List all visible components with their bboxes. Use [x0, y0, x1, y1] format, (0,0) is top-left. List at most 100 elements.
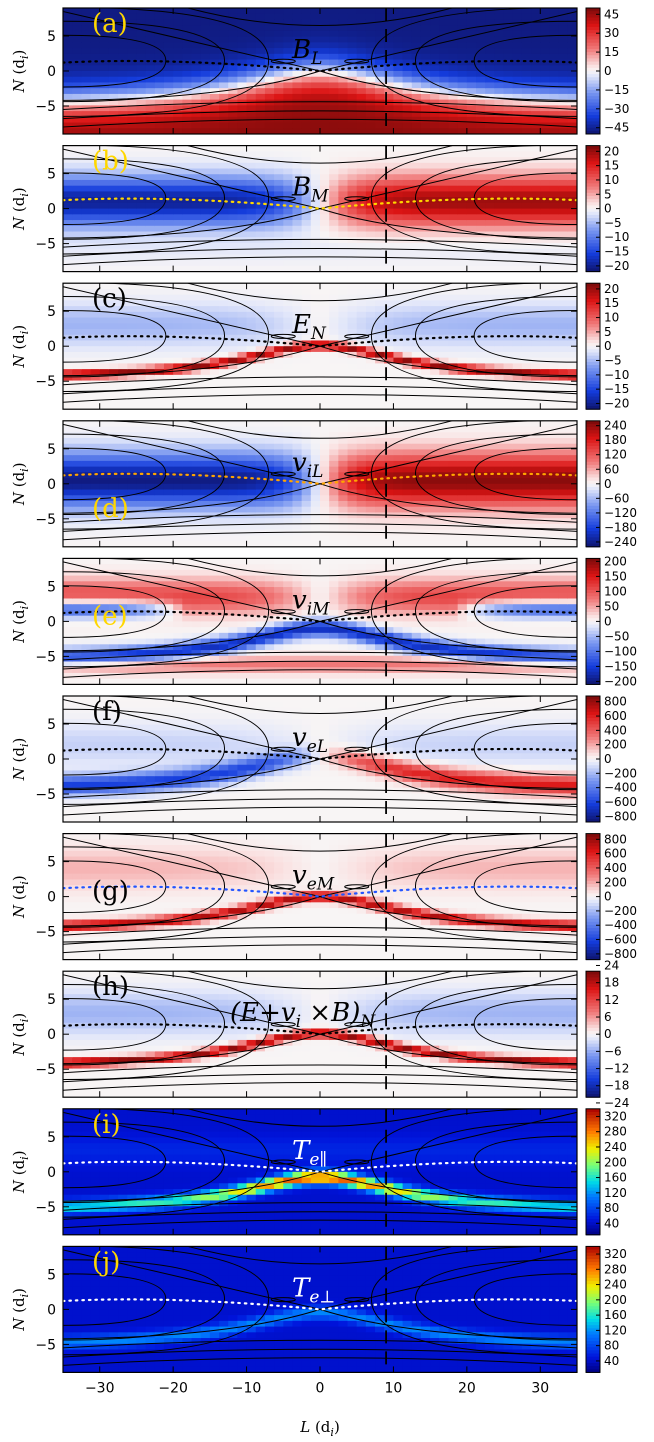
- heatmap-cell: [246, 437, 257, 445]
- heatmap-cell: [173, 71, 183, 78]
- heatmap-cell: [365, 541, 376, 547]
- heatmap-cell: [356, 237, 367, 244]
- heatmap-cell: [512, 386, 523, 393]
- heatmap-cell: [393, 460, 404, 468]
- heatmap-cell: [255, 197, 266, 204]
- heatmap-cell: [457, 455, 468, 462]
- heatmap-cell: [310, 145, 321, 152]
- heatmap-cell: [310, 93, 321, 101]
- heatmap-cell: [99, 265, 110, 272]
- colorbar-tick-label: 10: [604, 173, 619, 187]
- heatmap-cell: [237, 179, 248, 187]
- heatmap-cell: [108, 483, 119, 491]
- heatmap-cell: [292, 237, 303, 244]
- heatmap-cell: [338, 288, 349, 296]
- heatmap-cell: [237, 346, 248, 353]
- heatmap-cell: [163, 529, 174, 536]
- heatmap-cell: [81, 294, 92, 301]
- heatmap-cell: [108, 82, 119, 89]
- heatmap-cell: [118, 374, 128, 382]
- heatmap-cell: [567, 231, 577, 238]
- heatmap-cell: [72, 191, 82, 198]
- heatmap-cell: [393, 300, 404, 307]
- heatmap-cell: [466, 466, 477, 473]
- heatmap-cell: [365, 340, 376, 347]
- heatmap-cell: [329, 237, 339, 244]
- heatmap-cell: [420, 179, 431, 187]
- colorbar-segment: [586, 295, 600, 300]
- heatmap-cell: [163, 128, 174, 134]
- heatmap-cell: [200, 71, 211, 78]
- heatmap-cell: [127, 254, 138, 261]
- heatmap-cell: [466, 42, 477, 49]
- heatmap-cell: [485, 157, 495, 164]
- heatmap-cell: [63, 386, 73, 393]
- heatmap-cell: [108, 374, 119, 382]
- heatmap-cell: [237, 541, 248, 547]
- heatmap-cell: [283, 237, 294, 244]
- heatmap-cell: [118, 128, 128, 134]
- heatmap-cell: [136, 311, 147, 319]
- heatmap-cell: [255, 19, 266, 26]
- heatmap-cell: [365, 30, 376, 38]
- heatmap-cell: [292, 449, 303, 456]
- heatmap-cell: [521, 99, 532, 106]
- heatmap-cell: [292, 523, 303, 531]
- heatmap-cell: [246, 460, 257, 468]
- heatmap-cell: [439, 122, 450, 129]
- heatmap-cell: [384, 42, 395, 49]
- heatmap-cell: [558, 374, 569, 382]
- heatmap-cell: [430, 99, 440, 106]
- heatmap-cell: [127, 59, 138, 66]
- heatmap-cell: [237, 214, 248, 221]
- heatmap-cell: [237, 71, 248, 78]
- heatmap-cell: [191, 53, 202, 61]
- heatmap-cell: [90, 374, 101, 382]
- heatmap-cell: [145, 260, 156, 267]
- heatmap-cell: [136, 426, 147, 433]
- heatmap-cell: [136, 191, 147, 198]
- heatmap-cell: [338, 99, 349, 106]
- heatmap-cell: [512, 214, 523, 221]
- heatmap-cell: [466, 65, 477, 72]
- heatmap-cell: [531, 99, 541, 106]
- heatmap-cell: [255, 323, 266, 330]
- heatmap-cell: [365, 231, 376, 238]
- heatmap-cell: [63, 25, 73, 32]
- heatmap-cell: [356, 145, 367, 152]
- heatmap-cell: [173, 248, 183, 256]
- heatmap-cell: [219, 231, 229, 238]
- heatmap-cell: [430, 19, 440, 26]
- heatmap-cell: [118, 334, 128, 342]
- heatmap-cell: [182, 495, 193, 502]
- heatmap-cell: [118, 466, 128, 473]
- heatmap-cell: [163, 449, 174, 456]
- heatmap-cell: [521, 283, 532, 290]
- heatmap-cell: [329, 122, 339, 129]
- heatmap-cell: [72, 8, 82, 15]
- heatmap-cell: [246, 59, 257, 66]
- heatmap-cell: [375, 363, 385, 370]
- heatmap-cell: [549, 179, 560, 187]
- heatmap-cell: [90, 179, 101, 187]
- heatmap-cell: [567, 346, 577, 353]
- heatmap-cell: [255, 185, 266, 193]
- heatmap-cell: [72, 386, 82, 393]
- island-field-line: [370, 8, 577, 117]
- heatmap-cell: [521, 105, 532, 112]
- heatmap-cell: [264, 466, 275, 473]
- heatmap-cell: [356, 93, 367, 101]
- heatmap-cell: [292, 466, 303, 473]
- heatmap-cell: [163, 231, 174, 238]
- heatmap-cell: [430, 437, 440, 445]
- heatmap-cell: [99, 42, 110, 49]
- heatmap-cell: [191, 437, 202, 445]
- heatmap-cell: [365, 237, 376, 244]
- heatmap-cell: [430, 179, 440, 187]
- heatmap-cell: [329, 128, 339, 134]
- island-field-line: [63, 310, 167, 363]
- heatmap-cell: [375, 248, 385, 256]
- heatmap-cell: [512, 105, 523, 112]
- heatmap-cell: [219, 265, 229, 272]
